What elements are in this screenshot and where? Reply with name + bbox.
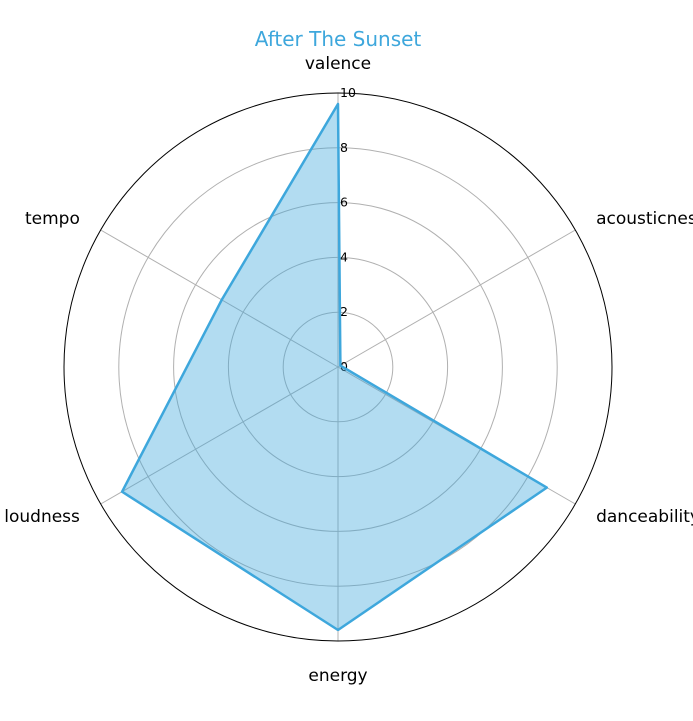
r-tick-label: 2 <box>340 304 348 319</box>
outer-spine <box>63 92 613 642</box>
r-tick-label: 8 <box>340 140 348 155</box>
r-tick-label: 6 <box>340 195 348 210</box>
series-line <box>120 102 549 632</box>
grid-spoke <box>337 229 576 368</box>
axis-label-valence: valence <box>305 54 371 74</box>
grid-spoke <box>100 366 339 505</box>
axis-label-danceability: danceability <box>596 507 693 527</box>
r-tick-label: 10 <box>340 85 356 100</box>
series-area <box>122 104 547 630</box>
axis-label-tempo: tempo <box>25 209 80 229</box>
axis-label-acousticness: acousticness <box>596 209 693 229</box>
axis-label-energy: energy <box>308 666 367 686</box>
radar-series <box>120 102 549 632</box>
axis-label-loudness: loudness <box>4 507 80 527</box>
axis-labels: valence acousticness danceability energy lou… <box>4 54 693 686</box>
chart-title: After The Sunset <box>255 27 422 51</box>
grid-spoke <box>100 229 339 368</box>
r-tick-label: 4 <box>340 249 348 264</box>
